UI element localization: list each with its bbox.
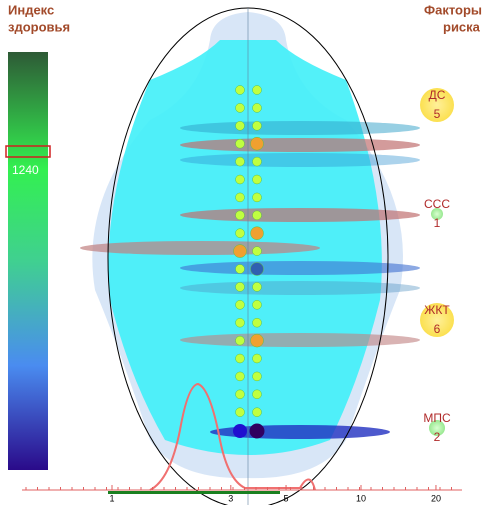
dot bbox=[252, 300, 262, 310]
index-title: Индекс bbox=[8, 2, 54, 17]
band bbox=[180, 333, 420, 347]
band bbox=[180, 121, 420, 135]
dot bbox=[252, 282, 262, 292]
dot bbox=[233, 424, 247, 438]
index-marker bbox=[5, 145, 51, 158]
dot bbox=[235, 85, 245, 95]
risk-indicator bbox=[420, 303, 454, 337]
dot bbox=[235, 353, 245, 364]
norm-range bbox=[108, 491, 280, 494]
dot bbox=[252, 353, 262, 364]
band bbox=[180, 261, 420, 275]
dot bbox=[252, 121, 262, 131]
dot bbox=[252, 85, 262, 95]
dot bbox=[235, 103, 245, 113]
dot bbox=[235, 192, 245, 203]
body-map bbox=[80, 7, 420, 505]
band bbox=[80, 241, 320, 255]
risk-title: риска bbox=[443, 19, 481, 34]
dot bbox=[235, 389, 245, 400]
dot bbox=[235, 371, 245, 382]
risk-label: ЖКТ bbox=[424, 303, 450, 317]
tick-label: 3 bbox=[228, 493, 233, 503]
risk-value: 5 bbox=[434, 107, 441, 121]
dot bbox=[235, 335, 245, 346]
dot bbox=[252, 246, 262, 256]
risk-value: 1 bbox=[434, 216, 441, 230]
risk-label: МПС bbox=[423, 411, 451, 425]
band bbox=[180, 281, 420, 295]
dot bbox=[235, 282, 245, 292]
dot bbox=[235, 121, 245, 131]
dot bbox=[250, 226, 264, 240]
band bbox=[180, 138, 420, 152]
risk-indicator bbox=[431, 208, 443, 220]
index-value: 1240 bbox=[12, 163, 39, 177]
dot bbox=[250, 136, 264, 151]
dot bbox=[252, 389, 262, 400]
dot bbox=[235, 264, 245, 274]
dot bbox=[235, 138, 245, 149]
dot bbox=[252, 156, 262, 167]
band bbox=[180, 208, 420, 222]
dot bbox=[233, 244, 247, 258]
risk-indicator bbox=[420, 88, 454, 122]
dot bbox=[235, 156, 245, 167]
dot bbox=[252, 371, 262, 382]
risk-label: ССС bbox=[424, 197, 450, 211]
risk-title: Факторы bbox=[424, 2, 482, 17]
tick-label: 5 bbox=[284, 493, 289, 503]
dot bbox=[235, 300, 245, 310]
risk-value: 2 bbox=[434, 430, 441, 444]
dot bbox=[235, 210, 245, 221]
dot bbox=[252, 103, 262, 113]
dot bbox=[252, 317, 262, 328]
risk-label: ДС bbox=[429, 88, 446, 102]
dot bbox=[250, 333, 264, 348]
dot bbox=[235, 407, 245, 417]
dot bbox=[249, 423, 265, 439]
band bbox=[180, 153, 420, 167]
dot bbox=[252, 407, 262, 417]
dot bbox=[252, 174, 262, 185]
tick-label: 1 bbox=[109, 493, 114, 503]
dot bbox=[235, 174, 245, 185]
dot bbox=[252, 210, 262, 221]
dot bbox=[252, 192, 262, 203]
dot bbox=[235, 317, 245, 328]
dot bbox=[250, 262, 264, 276]
tick-label: 10 bbox=[356, 493, 366, 503]
index-title: здоровья bbox=[8, 19, 70, 34]
tick-label: 20 bbox=[431, 493, 441, 503]
risk-indicator bbox=[429, 420, 445, 436]
dot bbox=[235, 228, 245, 238]
index-scale bbox=[8, 52, 48, 470]
risk-value: 6 bbox=[434, 322, 441, 336]
